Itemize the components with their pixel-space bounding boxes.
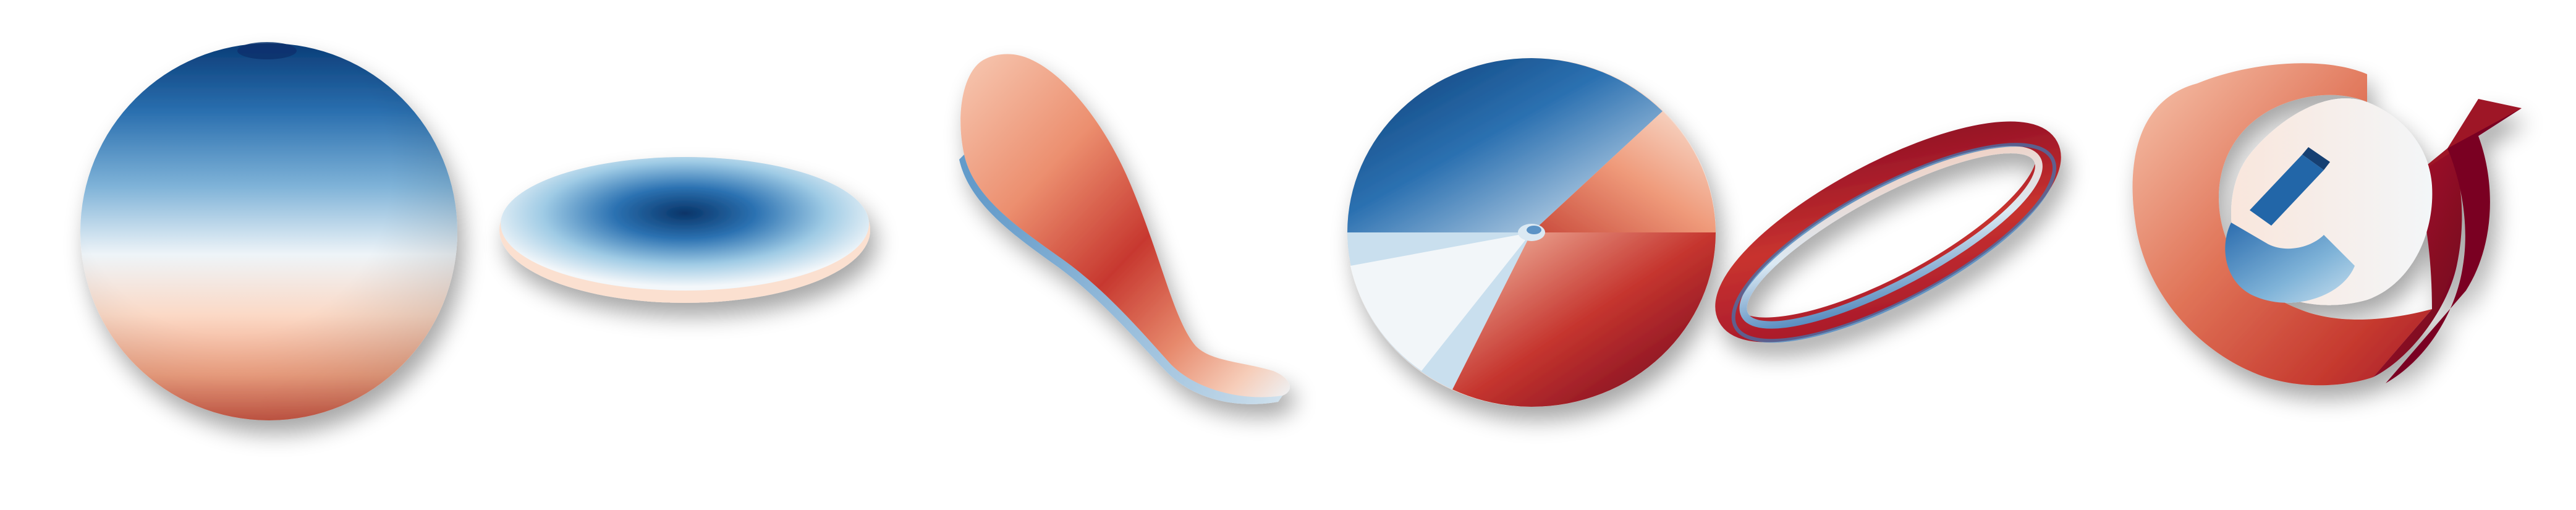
flat-disk-shape	[499, 157, 870, 303]
rolled-sheet-shape	[2132, 63, 2522, 386]
sphere-shape	[80, 42, 457, 420]
twisted-ribbon-shape	[959, 54, 1290, 404]
torus-ring-shape	[1715, 121, 2061, 343]
swirl-disk-shape	[1347, 58, 1716, 407]
